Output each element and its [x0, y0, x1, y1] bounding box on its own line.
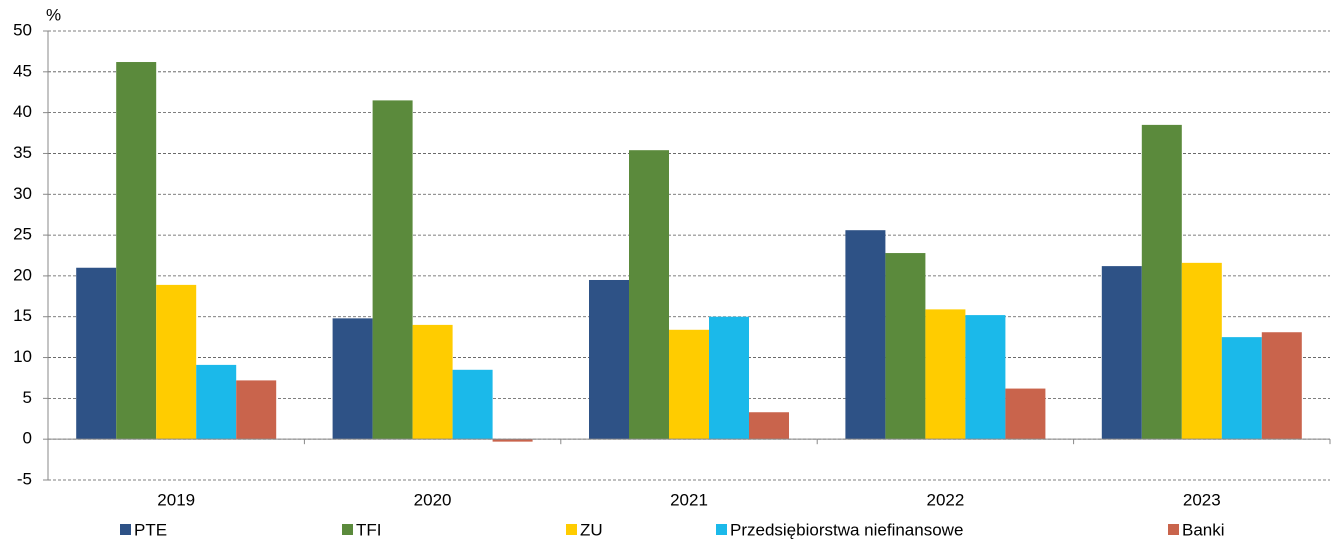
- bar: [452, 369, 493, 440]
- y-tick-label: 35: [13, 143, 32, 162]
- y-tick-label: 45: [13, 61, 32, 80]
- legend-label: PTE: [134, 520, 167, 539]
- bar: [372, 100, 413, 440]
- y-tick-label: 40: [13, 102, 32, 121]
- legend-swatch: [342, 524, 353, 535]
- bar: [749, 412, 789, 440]
- bar: [965, 315, 1006, 440]
- bar: [1181, 262, 1222, 440]
- bar: [116, 62, 157, 440]
- y-tick-label: 10: [13, 347, 32, 366]
- bar: [589, 279, 629, 440]
- legend-swatch: [1168, 524, 1179, 535]
- y-tick-label: 30: [13, 184, 32, 203]
- x-tick-label: 2020: [414, 490, 452, 509]
- bar: [1141, 124, 1182, 440]
- legend-label: ZU: [580, 520, 603, 539]
- bar: [845, 230, 886, 440]
- x-tick-label: 2019: [157, 490, 195, 509]
- legend-swatch: [120, 524, 131, 535]
- x-tick-label: 2023: [1183, 490, 1221, 509]
- bar: [1005, 388, 1046, 440]
- bar: [1261, 332, 1302, 440]
- bar: [885, 253, 926, 440]
- bar: [709, 316, 749, 440]
- y-tick-label: 50: [13, 20, 32, 39]
- bar: [1101, 266, 1142, 440]
- bar: [196, 364, 237, 440]
- legend-label: Przedsiębiorstwa niefinansowe: [730, 520, 963, 539]
- bar: [629, 150, 669, 440]
- y-tick-label: 5: [23, 388, 32, 407]
- bar: [412, 324, 453, 440]
- y-axis-title: %: [46, 5, 61, 24]
- bar: [1221, 337, 1262, 440]
- bar: [669, 329, 709, 440]
- legend-swatch: [566, 524, 577, 535]
- legend-label: TFI: [356, 520, 382, 539]
- y-tick-label: 25: [13, 225, 32, 244]
- bar: [925, 309, 966, 440]
- y-tick-label: -5: [17, 469, 32, 488]
- x-tick-label: 2022: [926, 490, 964, 509]
- bar: [156, 284, 197, 440]
- y-tick-label: 20: [13, 265, 32, 284]
- y-tick-label: 0: [23, 429, 32, 448]
- legend-swatch: [716, 524, 727, 535]
- bar: [332, 318, 373, 440]
- x-tick-label: 2021: [670, 490, 708, 509]
- legend-label: Banki: [1182, 520, 1225, 539]
- bar: [76, 267, 117, 440]
- y-tick-label: 15: [13, 306, 32, 325]
- bar: [492, 439, 533, 442]
- bar: [236, 380, 277, 440]
